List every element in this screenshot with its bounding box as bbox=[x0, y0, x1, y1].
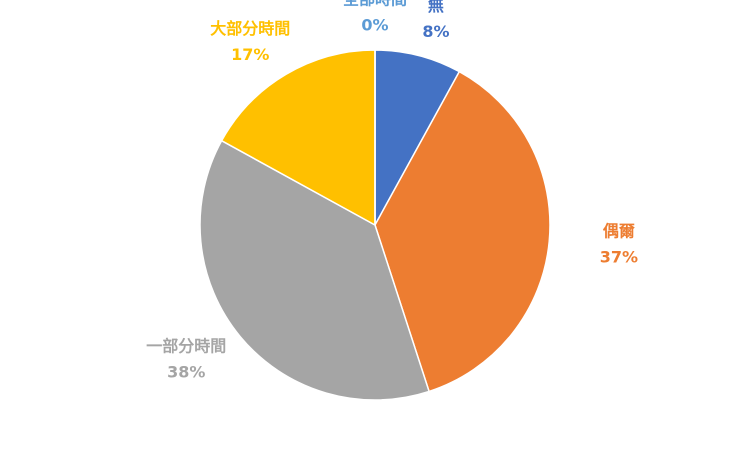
pie-slice bbox=[374, 70, 551, 393]
slice-value-label: 8% bbox=[422, 22, 449, 41]
pie-slice bbox=[220, 49, 376, 227]
pie-slice bbox=[199, 139, 431, 401]
slice-label: 大部分時間 bbox=[210, 19, 290, 38]
slice-value-label: 17% bbox=[231, 45, 269, 64]
slice-label: 一部分時間 bbox=[146, 337, 226, 356]
slice-label: 偶爾 bbox=[603, 221, 635, 240]
slice-label: 無 bbox=[428, 0, 444, 15]
slice-value-label: 37% bbox=[600, 247, 638, 266]
slice-value-label: 38% bbox=[167, 363, 205, 382]
slice-value-label: 0% bbox=[361, 16, 388, 35]
slice-label: 全部時間 bbox=[342, 0, 407, 9]
